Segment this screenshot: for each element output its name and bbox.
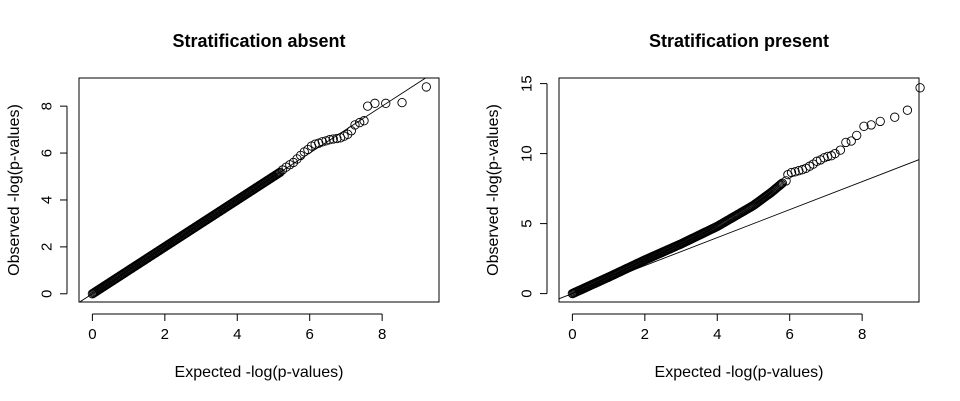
x-tick-label: 0 xyxy=(88,326,96,343)
data-point xyxy=(890,112,900,122)
data-point xyxy=(774,181,784,191)
y-tick-label: 0 xyxy=(519,289,536,297)
chart-title: Stratification absent xyxy=(172,31,345,51)
data-point xyxy=(841,137,851,148)
x-tick-label: 8 xyxy=(378,326,386,343)
data-point xyxy=(321,136,331,146)
data-point xyxy=(343,129,353,139)
y-tick-label: 15 xyxy=(519,75,536,92)
data-point xyxy=(350,120,360,130)
data-point xyxy=(794,166,804,176)
panel-stratification-absent: Stratification absent Expected -log(p-va… xyxy=(6,31,440,381)
data-point xyxy=(324,135,335,145)
x-tick-label: 2 xyxy=(161,326,169,343)
data-point xyxy=(875,116,885,127)
data-point xyxy=(859,121,869,131)
y-tick-label: 8 xyxy=(39,102,56,110)
data-point xyxy=(790,167,800,177)
data-point xyxy=(310,139,320,149)
plot-frame xyxy=(558,77,920,303)
y-tick-label: 2 xyxy=(39,243,56,251)
y-axis-label: Observed -log(p-values) xyxy=(6,104,23,276)
data-point xyxy=(852,130,862,141)
data-point xyxy=(346,126,357,136)
x-tick-label: 8 xyxy=(858,326,866,343)
x-tick-label: 2 xyxy=(641,326,649,343)
data-point xyxy=(303,144,313,155)
data-point xyxy=(781,176,791,186)
data-point xyxy=(866,120,876,130)
data-point xyxy=(275,167,285,177)
x-tick-label: 0 xyxy=(568,326,576,343)
data-point xyxy=(328,134,338,144)
data-point xyxy=(397,97,407,108)
data-point xyxy=(421,82,431,92)
y-tick-label: 4 xyxy=(39,196,56,204)
data-point xyxy=(370,98,380,108)
data-point xyxy=(332,133,342,144)
plot-area: 0 2 4 6 8 0 5 10 15 xyxy=(519,75,925,343)
data-point xyxy=(776,179,786,189)
y-tick-label: 0 xyxy=(39,290,56,298)
data-point xyxy=(835,145,846,155)
x-tick-label: 6 xyxy=(786,326,794,343)
data-point xyxy=(288,157,299,168)
data-point xyxy=(786,167,797,178)
x-axis-label: Expected -log(p-values) xyxy=(175,364,344,381)
plot-area: 0 2 4 6 8 0 2 4 6 8 xyxy=(39,77,440,343)
y-tick-label: 6 xyxy=(39,149,56,157)
data-point xyxy=(846,136,856,146)
y-tick-label: 10 xyxy=(519,145,536,162)
x-axis-label: Expected -log(p-values) xyxy=(655,364,824,381)
data-point xyxy=(317,137,328,147)
chart-title: Stratification present xyxy=(649,31,829,51)
y-tick-label: 5 xyxy=(519,219,536,227)
data-point xyxy=(295,150,306,161)
data-point xyxy=(381,98,391,108)
panel-stratification-present: Stratification present Expected -log(p-v… xyxy=(485,31,925,381)
plot-frame xyxy=(78,77,440,303)
data-point xyxy=(830,148,840,159)
data-point xyxy=(274,168,284,178)
x-tick-label: 6 xyxy=(306,326,314,343)
data-point xyxy=(902,105,913,115)
data-point xyxy=(292,154,302,164)
y-axis-label: Observed -log(p-values) xyxy=(485,104,502,276)
x-tick-label: 4 xyxy=(713,326,721,343)
data-point xyxy=(915,83,925,93)
data-point xyxy=(355,117,365,128)
x-tick-label: 4 xyxy=(233,326,241,343)
data-point xyxy=(359,116,369,126)
